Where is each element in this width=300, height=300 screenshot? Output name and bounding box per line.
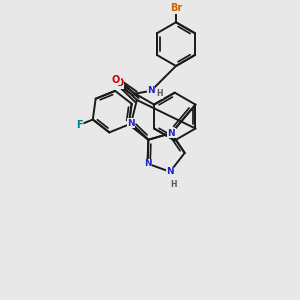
Text: Br: Br [170, 3, 182, 13]
Text: F: F [76, 120, 83, 130]
Text: N: N [127, 119, 135, 128]
Text: N: N [144, 159, 152, 168]
Text: N: N [167, 129, 175, 138]
Text: H: H [156, 89, 163, 98]
Text: O: O [112, 75, 120, 85]
Text: O: O [115, 78, 124, 88]
Text: H: H [170, 180, 177, 189]
Text: N: N [147, 86, 155, 95]
Text: N: N [166, 167, 174, 176]
Text: N: N [167, 129, 175, 138]
